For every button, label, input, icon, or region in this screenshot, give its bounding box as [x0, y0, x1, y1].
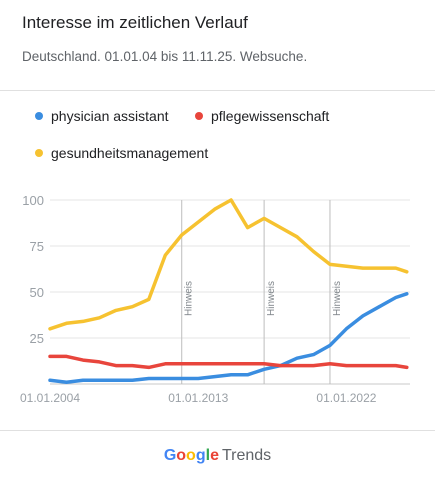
- legend-label: physician assistant: [51, 108, 169, 124]
- x-tick-label: 01.01.2022: [316, 391, 376, 405]
- line-chart: 25 50 75 100 Hinweis Hinweis Hinweis 01.01.2004…: [20, 193, 410, 405]
- x-tick-label: 01.01.2013: [168, 391, 228, 405]
- logo-letter: e: [210, 447, 219, 464]
- trends-label: Trends: [221, 447, 272, 464]
- y-tick-label: 25: [30, 331, 44, 346]
- legend-label: pflegewissenschaft: [211, 108, 330, 124]
- annotation-label: Hinweis: [266, 281, 277, 316]
- series-line-pflegewissenschaft: [48, 354, 409, 370]
- legend-label: gesundheitsmanagement: [51, 145, 209, 161]
- logo-letter: o: [176, 447, 187, 464]
- annotation-label: Hinweis: [184, 281, 195, 316]
- x-tick-label: 01.01.2004: [20, 391, 80, 405]
- legend-item-gesundheitsmanagement[interactable]: gesundheitsmanagement: [35, 145, 208, 161]
- y-tick-label: 75: [30, 239, 44, 254]
- chart-title: Interesse im zeitlichen Verlauf: [22, 13, 248, 32]
- legend-dot-icon: [35, 112, 43, 120]
- chart-subtitle: Deutschland. 01.01.04 bis 11.11.25. Webs…: [22, 49, 308, 64]
- legend-item-physician-assistant[interactable]: physician assistant: [35, 108, 169, 124]
- google-trends-logo: Google Trends: [0, 447, 435, 465]
- y-tick-label: 50: [30, 285, 44, 300]
- series-line-gesundheitsmanagement: [48, 198, 409, 331]
- legend-dot-icon: [35, 149, 43, 157]
- legend-dot-icon: [195, 112, 203, 120]
- annotation-label: Hinweis: [332, 281, 343, 316]
- footer-divider: [0, 430, 435, 431]
- series-line-physician-assistant: [48, 292, 409, 384]
- logo-letter: g: [195, 447, 206, 464]
- logo-letter: l: [205, 447, 211, 464]
- legend-item-pflegewissenschaft[interactable]: pflegewissenschaft: [195, 108, 329, 124]
- google-logo: Google: [164, 447, 219, 464]
- y-tick-label: 100: [22, 193, 44, 208]
- logo-letter: G: [163, 447, 177, 464]
- header-divider: [0, 90, 435, 91]
- logo-letter: o: [186, 447, 196, 464]
